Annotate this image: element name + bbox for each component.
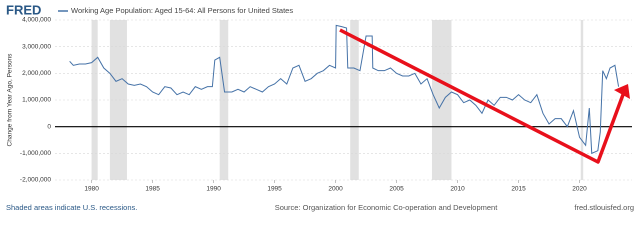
y-tick-label: 4,000,000 [22, 17, 51, 24]
x-tick-label: 2020 [572, 186, 587, 193]
arrow-head [614, 84, 630, 99]
background [0, 0, 640, 219]
y-tick-label: 3,000,000 [22, 43, 51, 50]
recession-band [109, 20, 127, 180]
y-axis-label: Change from Year Ago, Persons [7, 53, 14, 147]
arrow-line [339, 28, 626, 164]
recession-band [91, 20, 98, 180]
x-tick-label: 2015 [511, 186, 526, 193]
y-tick-label: 0 [47, 123, 51, 130]
x-tick-label: 1995 [267, 186, 282, 193]
y-tick-label: 1,000,000 [22, 97, 51, 104]
logo: FRED [6, 2, 41, 17]
recession-band [350, 20, 359, 180]
y-tick-label: 2,000,000 [22, 70, 51, 77]
source: Source: Organization for Economic Co-ope… [275, 203, 499, 212]
chart: FRED Working Age Population: Aged 15-64:… [0, 0, 640, 219]
y-tick-label: -1,000,000 [20, 150, 51, 157]
x-tick-label: 1990 [206, 186, 221, 193]
annotation-arrow [339, 28, 630, 164]
site-link[interactable]: fred.stlouisfed.org [574, 203, 634, 212]
x-tick-label: 2000 [328, 186, 343, 193]
plot-area: -2,000,000 -1,000,000 0 1,000,000 2,000,000 3… [20, 17, 632, 193]
recession-band [580, 20, 584, 180]
x-tick-label: 2010 [450, 186, 465, 193]
x-tick-label: 1980 [84, 186, 99, 193]
legend-label: Working Age Population: Aged 15-64: All … [71, 6, 293, 15]
data-line [69, 24, 620, 155]
recession-band [431, 20, 452, 180]
y-tick-label: -2,000,000 [20, 177, 51, 184]
x-tick-label: 2005 [389, 186, 404, 193]
recession-note: Shaded areas indicate U.S. recessions. [6, 203, 137, 212]
x-tick-label: 1985 [145, 186, 160, 193]
